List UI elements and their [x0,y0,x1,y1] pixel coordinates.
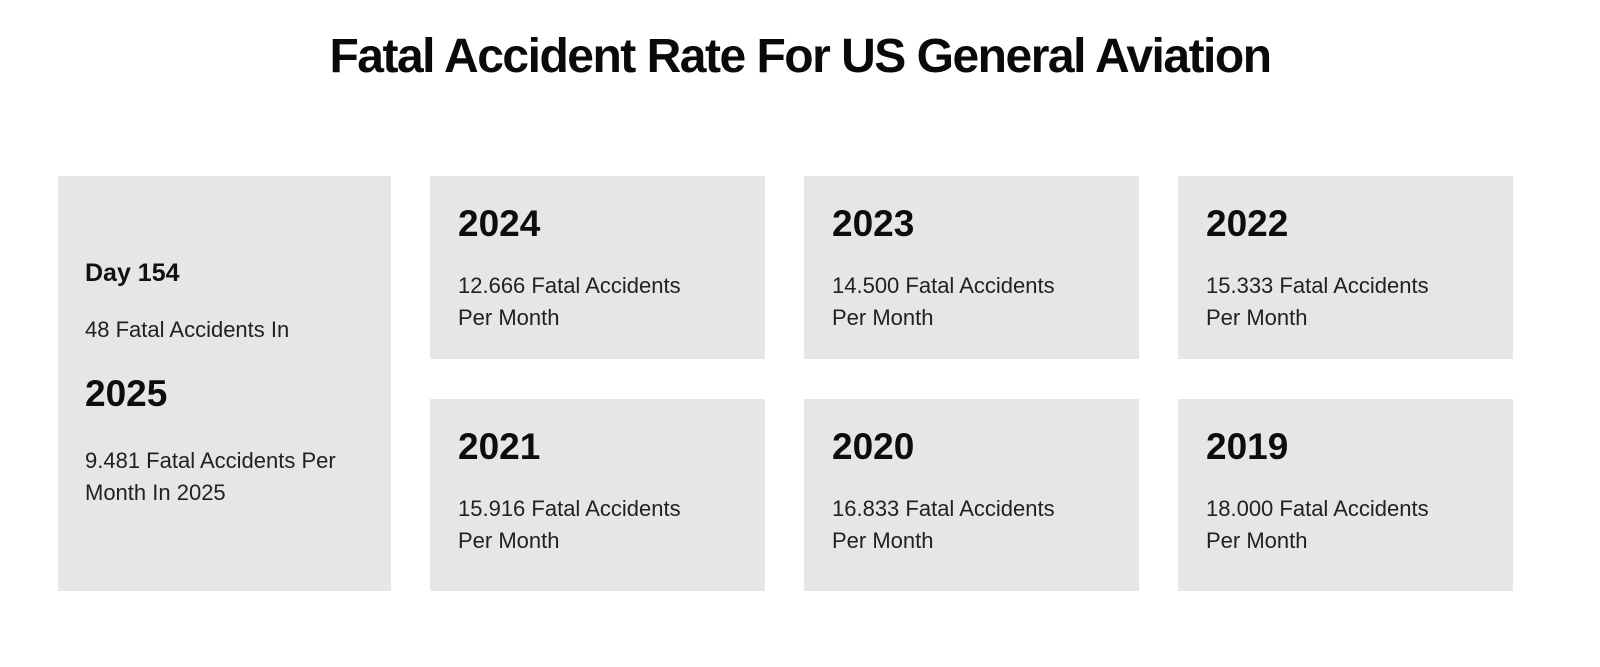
year-rate-text: 15.916 Fatal Accidents Per Month [458,495,681,553]
year-heading: 2019 [1206,425,1289,467]
year-rate-text: 18.000 Fatal Accidents Per Month [1206,495,1429,553]
year-heading: 2020 [832,425,915,467]
current-accidents-count: 48 Fatal Accidents In [85,316,290,342]
day-counter: Day 154 [85,258,180,287]
year-card-2023: 2023 14.500 Fatal Accidents Per Month [804,175,1139,359]
year-heading: 2024 [458,202,541,244]
year-card-2019: 2019 18.000 Fatal Accidents Per Month [1178,398,1513,591]
year-card-2021: 2021 15.916 Fatal Accidents Per Month [430,398,765,591]
year-rate-text: 12.666 Fatal Accidents Per Month [458,272,681,330]
stats-grid: Day 154 48 Fatal Accidents In 2025 9.481… [58,175,1600,591]
year-heading: 2021 [458,425,541,467]
year-card-2020: 2020 16.833 Fatal Accidents Per Month [804,398,1139,591]
year-heading: 2023 [832,202,915,244]
page-title: Fatal Accident Rate For US General Aviat… [329,30,1272,83]
current-rate-text: 9.481 Fatal Accidents Per Month In 2025 [85,447,336,505]
year-heading: 2022 [1206,202,1289,244]
year-rate-text: 14.500 Fatal Accidents Per Month [832,272,1055,330]
year-rate-text: 16.833 Fatal Accidents Per Month [832,495,1055,553]
page: Fatal Accident Rate For US General Aviat… [0,28,1600,667]
current-year-card: Day 154 48 Fatal Accidents In 2025 9.481… [58,175,391,591]
year-card-2022: 2022 15.333 Fatal Accidents Per Month [1178,175,1513,359]
year-rate-text: 15.333 Fatal Accidents Per Month [1206,272,1429,330]
current-year-heading: 2025 [85,373,168,415]
year-card-2024: 2024 12.666 Fatal Accidents Per Month [430,175,765,359]
